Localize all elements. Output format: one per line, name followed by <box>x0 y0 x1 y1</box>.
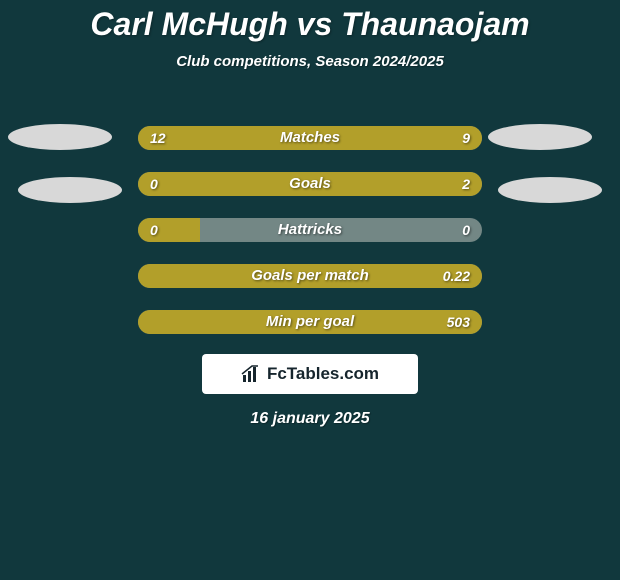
stat-row: Min per goal503 <box>138 310 482 334</box>
stat-value-right: 0 <box>462 218 470 242</box>
fctables-logo: FcTables.com <box>202 354 418 394</box>
stat-row: Hattricks0 0 <box>138 218 482 242</box>
stat-label: Goals per match <box>138 264 482 288</box>
subtitle: Club competitions, Season 2024/2025 <box>0 53 620 70</box>
comparison-infographic: Carl McHugh vs Thaunaojam Club competiti… <box>0 0 620 580</box>
stat-row: Goals per match0.22 <box>138 264 482 288</box>
ellipse-right-bot <box>498 177 602 203</box>
stat-row: Goals0 2 <box>138 172 482 196</box>
stat-value-right: 0.22 <box>443 264 470 288</box>
stat-value-right: 503 <box>447 310 470 334</box>
stat-value-left: 0 <box>150 218 158 242</box>
stat-value-left: 12 <box>150 126 166 150</box>
stat-value-right: 2 <box>462 172 470 196</box>
ellipse-left-top <box>8 124 112 150</box>
page-title: Carl McHugh vs Thaunaojam <box>0 0 620 43</box>
stat-label: Min per goal <box>138 310 482 334</box>
stat-label: Hattricks <box>138 218 482 242</box>
stats-panel: Matches129Goals02Hattricks00Goals per ma… <box>138 126 482 356</box>
stat-value-right: 9 <box>462 126 470 150</box>
stat-label: Goals <box>138 172 482 196</box>
stat-label: Matches <box>138 126 482 150</box>
ellipse-right-top <box>488 124 592 150</box>
stat-value-left: 0 <box>150 172 158 196</box>
ellipse-left-bot <box>18 177 122 203</box>
stat-row: Matches12 9 <box>138 126 482 150</box>
bar-chart-icon <box>241 365 263 383</box>
date-label: 16 january 2025 <box>0 410 620 428</box>
logo-text: FcTables.com <box>267 364 379 384</box>
